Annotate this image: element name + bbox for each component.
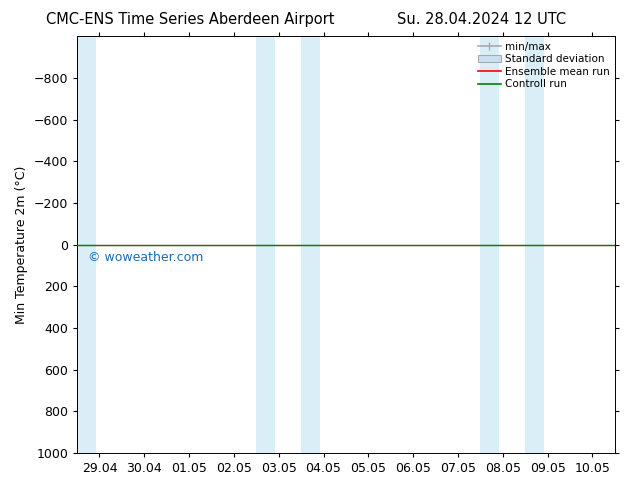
Bar [301, 36, 320, 453]
Y-axis label: Min Temperature 2m (°C): Min Temperature 2m (°C) [15, 166, 28, 324]
Text: © woweather.com: © woweather.com [88, 251, 204, 264]
Legend: min/max, Standard deviation, Ensemble mean run, Controll run: min/max, Standard deviation, Ensemble me… [476, 39, 612, 92]
Bar [77, 36, 96, 453]
Bar [481, 36, 499, 453]
Bar [256, 36, 275, 453]
Bar [525, 36, 544, 453]
Text: Su. 28.04.2024 12 UTC: Su. 28.04.2024 12 UTC [398, 12, 566, 27]
Text: CMC-ENS Time Series Aberdeen Airport: CMC-ENS Time Series Aberdeen Airport [46, 12, 335, 27]
